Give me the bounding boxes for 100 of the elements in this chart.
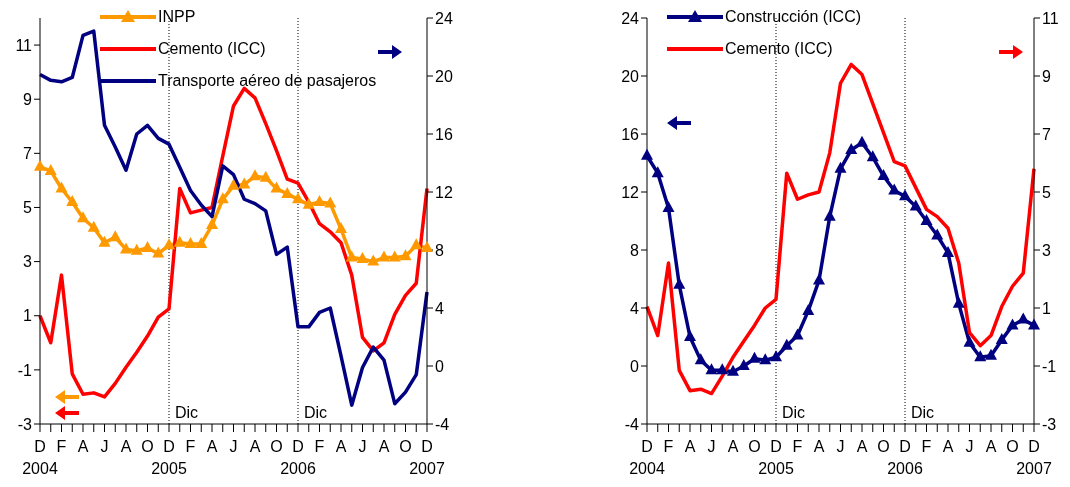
point — [651, 166, 664, 178]
y2-tick-label: 7 — [1042, 125, 1051, 143]
y-tick-label: 8 — [630, 241, 640, 259]
point — [410, 238, 423, 250]
point — [931, 228, 944, 240]
point — [249, 169, 261, 181]
point — [694, 353, 707, 365]
x-tick-label: J — [100, 438, 109, 455]
x-tick-label: O — [877, 438, 890, 455]
x-tick-label: A — [249, 438, 261, 455]
x-tick-label: A — [77, 438, 89, 455]
y-tick-label: 24 — [621, 9, 640, 27]
x-tick-label: F — [921, 438, 932, 455]
point — [995, 332, 1008, 344]
x-tick-label: O — [141, 438, 154, 455]
y2-tick-label: 0 — [435, 357, 444, 375]
point — [259, 170, 272, 182]
y-tick-label: 7 — [23, 145, 33, 163]
point — [302, 197, 315, 209]
point — [367, 254, 380, 266]
point — [866, 150, 879, 162]
point — [1006, 318, 1019, 330]
y2-tick-label: 1 — [1042, 299, 1051, 317]
y2-tick-label: 8 — [435, 241, 444, 259]
point — [813, 273, 825, 285]
ref-line-label: Dic — [782, 404, 806, 421]
x-tick-label: J — [965, 438, 974, 455]
point — [899, 189, 911, 201]
x-tick-label: O — [748, 438, 761, 455]
point — [66, 195, 79, 207]
point — [802, 303, 815, 315]
line-series — [38, 29, 429, 407]
point — [791, 328, 804, 340]
y2-tick-label: 11 — [1042, 9, 1059, 27]
point — [270, 181, 283, 193]
x-tick-label: O — [1006, 438, 1019, 455]
y-tick-label: 0 — [630, 357, 640, 375]
legend-label: INPP — [158, 8, 196, 26]
x-tick-label: F — [663, 438, 674, 455]
point — [335, 222, 347, 234]
y2-tick-label: 4 — [435, 299, 444, 317]
point — [55, 181, 68, 193]
point — [206, 218, 218, 230]
point — [421, 241, 433, 253]
point — [163, 238, 175, 250]
y-tick-label: 12 — [621, 183, 640, 201]
point — [292, 192, 304, 204]
x-tick-label: J — [836, 438, 845, 455]
point — [109, 230, 122, 242]
y2-tick-label: 12 — [435, 183, 453, 201]
y-tick-label: -4 — [624, 415, 640, 433]
point — [662, 200, 675, 212]
point — [856, 135, 868, 147]
y2-tick-label: -4 — [435, 415, 450, 433]
point — [985, 348, 997, 360]
y2-tick-label: 5 — [1042, 183, 1051, 201]
legend-label: Cemento (ICC) — [725, 40, 833, 58]
x-tick-label: J — [707, 438, 716, 455]
point — [942, 245, 954, 257]
x-tick-label: F — [185, 438, 196, 455]
point — [130, 243, 143, 255]
point — [324, 196, 337, 208]
point — [834, 161, 847, 173]
y2-tick-label: 16 — [435, 125, 453, 143]
x-tick-label: A — [985, 438, 997, 455]
point — [759, 353, 772, 365]
point — [641, 148, 653, 160]
point — [184, 237, 197, 249]
x-tick-label: O — [270, 438, 283, 455]
line-series — [645, 62, 1036, 396]
legend-label: Construcción (ICC) — [725, 8, 862, 26]
x-tick-label: A — [684, 438, 696, 455]
y2-tick-label: -3 — [1042, 415, 1057, 433]
point — [238, 177, 251, 189]
point — [120, 242, 132, 254]
point — [173, 235, 186, 247]
point — [920, 214, 933, 225]
y-tick-label: 4 — [630, 299, 640, 317]
point — [684, 330, 696, 341]
x-tick-label: D 2004 — [22, 438, 58, 477]
point — [909, 199, 922, 211]
y2-tick-label: 9 — [1042, 67, 1051, 85]
ref-line-label: Dic — [175, 404, 199, 421]
y2-tick-label: 3 — [1042, 241, 1051, 259]
point — [1028, 318, 1040, 330]
point — [87, 220, 100, 232]
y2-tick-label: 24 — [435, 9, 453, 27]
point — [388, 250, 401, 262]
point — [705, 363, 718, 375]
x-tick-label: A — [120, 438, 132, 455]
x-tick-label: A — [727, 438, 739, 455]
point — [44, 163, 57, 175]
y-tick-label: 16 — [621, 125, 640, 143]
point — [345, 250, 358, 262]
point — [313, 195, 326, 207]
x-tick-label: A — [813, 438, 825, 455]
x-tick-label: A — [942, 438, 954, 455]
x-tick-label: F — [56, 438, 67, 455]
legend-label: Cemento (ICC) — [158, 40, 266, 58]
point — [378, 250, 390, 262]
